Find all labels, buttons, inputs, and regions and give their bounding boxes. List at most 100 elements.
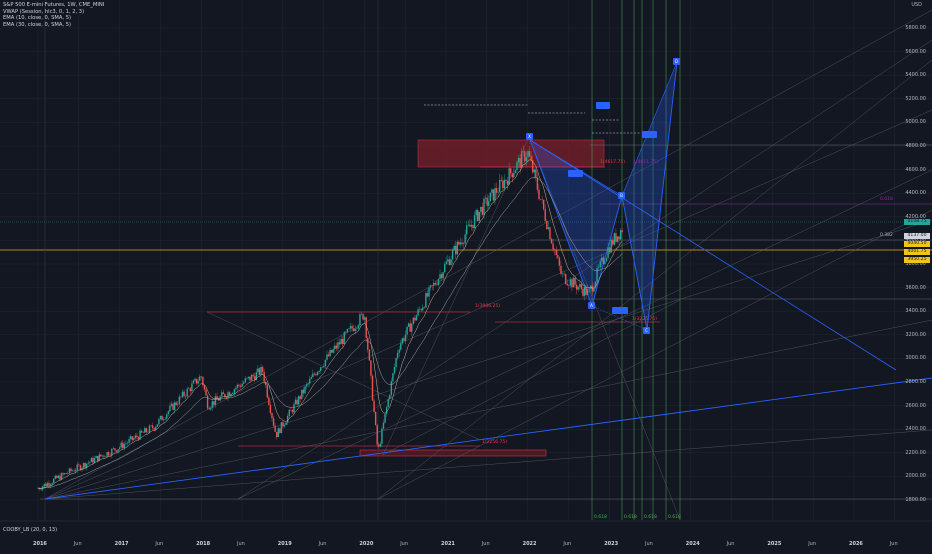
target-marker[interactable] [642,131,657,138]
candle-body [446,262,447,265]
candle-body [252,375,253,376]
candle-body [179,397,180,405]
candle-body [578,287,579,290]
demand-zone[interactable] [360,450,546,456]
candle-body [388,399,389,407]
candle-body [425,293,426,307]
candle-body [618,236,619,239]
candle-body [447,259,448,261]
candle-body [300,396,301,399]
candle-body [234,389,235,393]
candle-body [204,385,205,389]
time-axis-label: 2024 [686,541,700,547]
candle-body [450,259,451,265]
candle-body [488,201,489,206]
time-axis-label: Jun [808,541,816,547]
pattern-point-a[interactable]: A [588,302,595,309]
candle-body [479,212,480,221]
candle-body [213,401,214,405]
candle-body [466,225,467,234]
candle-body [138,437,139,439]
pattern-point-x[interactable]: X [526,133,533,140]
pattern-point-b[interactable]: B [618,192,625,199]
candle-body [380,444,381,447]
candle-body [287,416,288,423]
candle-body [416,315,417,320]
target-marker[interactable] [596,102,610,109]
candle-body [279,428,280,433]
target-marker[interactable] [568,170,583,177]
candle-body [141,431,142,433]
time-axis-label: 2018 [196,541,210,547]
candle-body [51,483,52,484]
time-axis-label: 2020 [359,541,373,547]
candle-body [312,374,313,378]
pattern-label: 1(3225.75) [632,317,657,322]
price-tag: 4001.75 [904,249,930,255]
chart-legend[interactable]: S&P 500 E-mini Futures, 1W, CME_MINI VWA… [3,2,104,28]
candle-body [499,180,500,192]
candlestick-series[interactable] [37,145,623,491]
candle-body [232,393,233,394]
candle-body [430,285,431,287]
ema-30-line[interactable] [38,177,622,488]
candle-body [620,230,621,239]
candle-body [48,483,49,486]
candle-body [260,367,261,375]
candle-body [124,444,125,448]
candle-body [422,307,423,310]
candle-body [144,428,145,433]
candle-body [442,272,443,278]
candle-body [560,266,561,274]
target-marker[interactable] [612,307,628,314]
ema-10-line[interactable] [38,160,622,489]
candle-body [257,368,258,372]
candle-body [389,395,390,399]
candle-body [328,354,329,356]
pattern-label: 1(4611.75) [633,160,658,165]
candle-body [477,210,478,221]
candle-body [149,426,150,433]
candle-body [303,390,304,394]
time-axis-label: Jun [563,541,571,547]
candle-body [491,189,492,192]
supply-zone[interactable] [418,140,604,167]
indicator-ema-10[interactable]: EMA (10, close, 0, SMA, 5) [3,15,104,22]
candle-body [463,243,464,244]
time-axis-label: Jun [155,541,163,547]
trend-line[interactable] [45,378,932,499]
candle-body [271,413,272,418]
pattern-point-c[interactable]: C [643,327,650,334]
candle-body [311,377,312,379]
candle-body [221,392,222,396]
harmonic-bcd[interactable] [622,62,677,330]
candle-body [529,151,530,156]
candle-body [146,428,147,432]
indicator-vwap[interactable]: VWAP (Session, hlc3, 0, 1, 2, 3) [3,9,104,16]
candle-body [526,157,527,161]
candle-body [67,473,68,474]
candle-body [502,181,503,189]
oscillator-legend[interactable]: COOBY_LB (20, 0, 13) [3,527,57,533]
symbol-title[interactable]: S&P 500 E-mini Futures, 1W, CME_MINI [3,2,104,9]
candle-body [364,317,365,319]
price-axis-label: 4400.00 [905,190,926,196]
candle-body [197,381,198,384]
candle-body [281,422,282,433]
candle-body [449,259,450,265]
candle-body [267,385,268,397]
candle-body [304,386,305,393]
candle-body [88,463,89,464]
pattern-point-d[interactable]: D [673,58,680,65]
candle-body [530,156,531,160]
candle-body [535,170,536,178]
candle-body [75,470,76,471]
candle-body [420,309,421,310]
candle-body [373,401,374,412]
candle-body [325,360,326,366]
indicator-ema-30[interactable]: EMA (30, close, 0, SMA, 5) [3,22,104,29]
candle-body [464,234,465,243]
